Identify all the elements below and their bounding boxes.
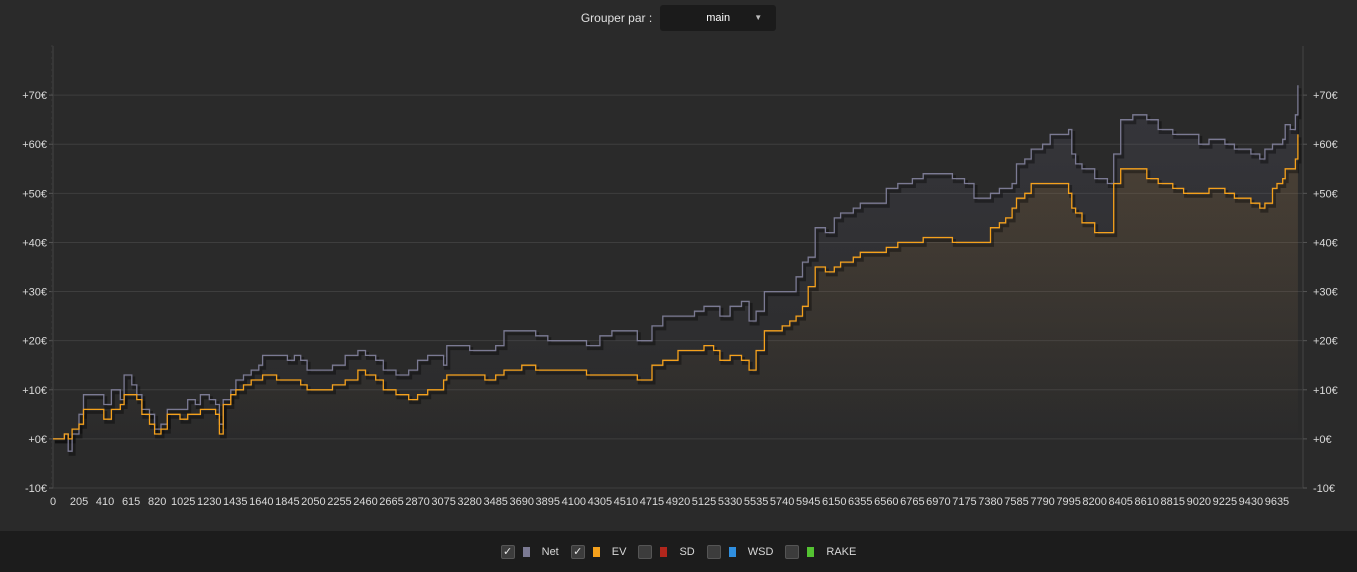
wsd-swatch	[728, 546, 736, 557]
x-tick-label: 4920	[666, 496, 690, 508]
x-tick-label: 7790	[1030, 496, 1054, 508]
x-tick-label: 5535	[744, 496, 768, 508]
x-tick-label: 8815	[1161, 496, 1185, 508]
x-tick-label: 0	[50, 496, 56, 508]
x-tick-label: 5740	[770, 496, 794, 508]
x-tick-label: 3690	[510, 496, 534, 508]
sd-label: SD	[679, 545, 695, 558]
net-label: Net	[541, 545, 559, 558]
balance-chart: -10€ -10€ +0€ +0€ +10€ +10€ +20€ +20€ +30€ +30€ +4…	[22, 45, 1338, 508]
x-tick-label: 1230	[197, 496, 221, 508]
y-tick-label-right: +0€	[1313, 434, 1332, 446]
x-tick-label: 8610	[1135, 496, 1159, 508]
series-line-ev	[53, 134, 1299, 440]
y-tick-label-right: +20€	[1313, 336, 1338, 348]
x-tick-label: 9020	[1187, 496, 1211, 508]
rake-checkbox[interactable]	[785, 544, 800, 559]
x-tick-label: 2870	[405, 496, 429, 508]
y-tick-label: +20€	[22, 336, 47, 348]
rake-label: RAKE	[826, 545, 857, 558]
y-tick-label-right: +30€	[1313, 287, 1338, 299]
group-by-label: Grouper par :	[580, 11, 653, 25]
x-tick-label: 2050	[301, 496, 325, 508]
x-tick-label: 4715	[640, 496, 664, 508]
x-tick-label: 1640	[249, 496, 273, 508]
sd-swatch	[660, 546, 668, 557]
x-tick-label: 7175	[952, 496, 976, 508]
x-tick-label: 3895	[536, 496, 560, 508]
x-tick-label: 410	[96, 496, 114, 508]
x-tick-label: 5945	[796, 496, 820, 508]
x-tick-label: 6355	[848, 496, 872, 508]
x-tick-label: 1845	[275, 496, 299, 508]
net-swatch	[522, 546, 530, 557]
x-tick-label: 5125	[692, 496, 716, 508]
x-tick-label: 5330	[718, 496, 742, 508]
y-tick-label-right: +40€	[1313, 237, 1338, 249]
x-tick-label: 8405	[1108, 496, 1132, 508]
series-area-ev	[53, 134, 1298, 439]
rake-swatch	[807, 546, 815, 557]
x-tick-label: 9430	[1239, 496, 1263, 508]
y-tick-label: +60€	[22, 139, 47, 151]
ev-swatch	[592, 546, 600, 557]
chevron-down-icon: ▼	[754, 13, 763, 22]
x-tick-label: 4100	[562, 496, 586, 508]
y-tick-label: +40€	[22, 237, 47, 249]
x-tick-label: 9635	[1265, 496, 1289, 508]
y-tick-label-right: +10€	[1313, 385, 1338, 397]
x-tick-label: 7585	[1004, 496, 1028, 508]
x-tick-label: 820	[148, 496, 166, 508]
legend-item-net[interactable]: ✓ Net	[500, 544, 559, 559]
x-tick-label: 3280	[457, 496, 481, 508]
legend-item-sd[interactable]: SD	[638, 544, 695, 559]
sd-checkbox[interactable]	[638, 544, 653, 559]
y-tick-label-right: +60€	[1313, 139, 1338, 151]
group-by-select[interactable]: main ▼	[660, 5, 777, 31]
x-tick-label: 2460	[353, 496, 377, 508]
ev-checkbox[interactable]: ✓	[570, 544, 585, 559]
x-tick-label: 6765	[900, 496, 924, 508]
x-tick-label: 9225	[1213, 496, 1237, 508]
wsd-label: WSD	[747, 545, 774, 558]
y-tick-label-right: -10€	[1313, 483, 1335, 495]
legend-item-wsd[interactable]: WSD	[706, 544, 774, 559]
x-tick-label: 6970	[926, 496, 950, 508]
y-tick-label: +10€	[22, 385, 47, 397]
y-tick-label-right: +50€	[1313, 188, 1338, 200]
x-tick-label: 4305	[588, 496, 612, 508]
y-tick-label: +30€	[22, 287, 47, 299]
y-tick-label: +50€	[22, 188, 47, 200]
legend-item-ev[interactable]: ✓ EV	[570, 544, 627, 559]
legend-item-rake[interactable]: RAKE	[785, 544, 857, 559]
y-tick-label-right: +70€	[1313, 90, 1338, 102]
series-shadow-ev	[55, 137, 1302, 444]
group-by-value: main	[706, 12, 731, 24]
x-tick-label: 8200	[1082, 496, 1106, 508]
series-line-net	[53, 85, 1299, 452]
legend-bar: ✓ Net ✓ EV SD WSD RAKE	[0, 531, 1357, 572]
x-tick-label: 7380	[978, 496, 1002, 508]
x-tick-label: 4510	[614, 496, 638, 508]
x-tick-label: 7995	[1056, 496, 1080, 508]
x-tick-label: 615	[122, 496, 140, 508]
x-tick-label: 1435	[223, 496, 247, 508]
x-tick-label: 1025	[171, 496, 195, 508]
x-tick-label: 6150	[822, 496, 846, 508]
x-tick-label: 3485	[483, 496, 507, 508]
wsd-checkbox[interactable]	[706, 544, 721, 559]
x-tick-label: 2665	[379, 496, 403, 508]
toolbar: Grouper par : main ▼	[0, 0, 1357, 36]
y-tick-label: +0€	[28, 434, 47, 446]
x-tick-label: 205	[70, 496, 88, 508]
net-checkbox[interactable]: ✓	[500, 544, 515, 559]
x-tick-label: 2255	[327, 496, 351, 508]
ev-label: EV	[611, 545, 627, 558]
x-tick-label: 6560	[874, 496, 898, 508]
x-tick-label: 3075	[431, 496, 455, 508]
y-tick-label: +70€	[22, 90, 47, 102]
y-tick-label: -10€	[25, 483, 47, 495]
